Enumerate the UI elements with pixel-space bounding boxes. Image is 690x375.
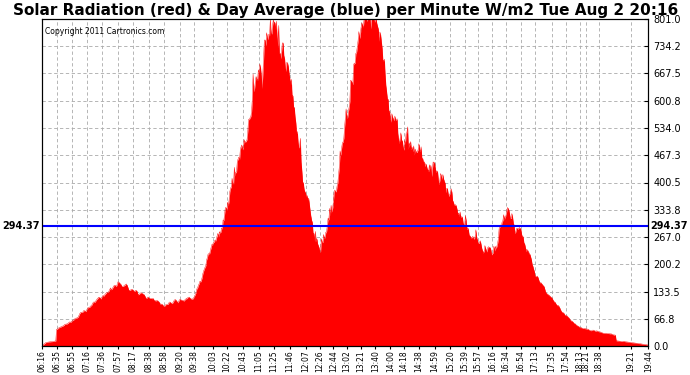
- Text: 294.37: 294.37: [650, 221, 687, 231]
- Text: Copyright 2011 Cartronics.com: Copyright 2011 Cartronics.com: [46, 27, 165, 36]
- Text: 294.37: 294.37: [3, 221, 40, 231]
- Title: Solar Radiation (red) & Day Average (blue) per Minute W/m2 Tue Aug 2 20:16: Solar Radiation (red) & Day Average (blu…: [12, 3, 678, 18]
